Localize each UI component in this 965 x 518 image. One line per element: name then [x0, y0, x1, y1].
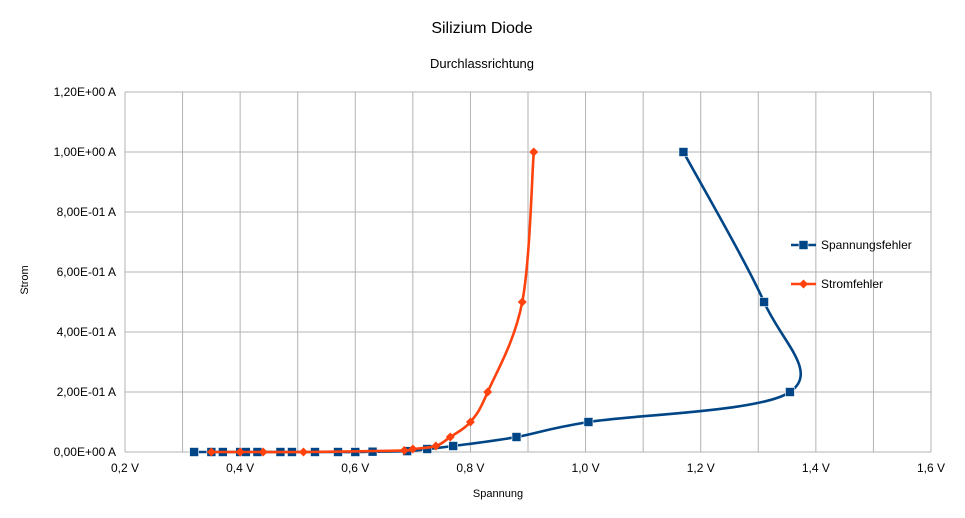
- x-tick-label: 0,8 V: [456, 461, 484, 475]
- legend-item-stromfehler: Stromfehler: [791, 277, 883, 291]
- y-tick-label: 2,00E-01 A: [57, 385, 116, 399]
- data-point-stromfehler: [206, 447, 216, 457]
- legend-label: Stromfehler: [821, 277, 883, 291]
- data-point-stromfehler: [235, 447, 245, 457]
- data-point-stromfehler: [483, 387, 493, 397]
- data-point-spannungsfehler: [189, 447, 199, 457]
- y-tick-label: 8,00E-01 A: [57, 205, 116, 219]
- data-point-spannungsfehler: [511, 432, 522, 442]
- series-stromfehler: [206, 147, 539, 457]
- data-point-stromfehler: [399, 446, 409, 455]
- data-point-stromfehler: [517, 297, 527, 307]
- series-spannungsfehler: [189, 147, 803, 457]
- x-tick-label: 0,2 V: [111, 461, 139, 475]
- x-tick-label: 1,6 V: [917, 461, 945, 475]
- data-point-spannungsfehler: [678, 147, 689, 157]
- x-tick-label: 1,0 V: [572, 461, 600, 475]
- series-line-stromfehler: [211, 151, 536, 454]
- x-axis-title: Spannung: [473, 488, 523, 500]
- y-tick-label: 1,20E+00 A: [54, 85, 116, 99]
- x-tick-label: 0,4 V: [226, 461, 254, 475]
- data-point-spannungsfehler: [785, 387, 795, 397]
- data-point-stromfehler: [298, 447, 308, 457]
- series-layer: [189, 147, 803, 457]
- data-point-stromfehler: [408, 444, 418, 454]
- data-point-stromfehler: [445, 432, 455, 442]
- legend-label: Spannungsfehler: [821, 238, 912, 252]
- data-point-spannungsfehler: [759, 297, 769, 307]
- data-point-stromfehler: [529, 147, 539, 157]
- grid: [124, 91, 932, 453]
- data-point-spannungsfehler: [583, 417, 594, 427]
- x-tick-label: 1,2 V: [687, 461, 715, 475]
- legend-swatch-marker: [798, 240, 809, 250]
- y-axis-title: Strom: [19, 265, 31, 294]
- x-tick-label: 0,6 V: [341, 461, 369, 475]
- x-tick-label: 1,4 V: [802, 461, 830, 475]
- y-tick-label: 6,00E-01 A: [57, 265, 116, 279]
- legend-item-spannungsfehler: Spannungsfehler: [791, 238, 912, 252]
- y-tick-label: 1,00E+00 A: [54, 145, 116, 159]
- legend-swatch-marker: [799, 279, 808, 289]
- tick-labels: 0,2 V 0,4 V 0,6 V 0,8 V 1,0 V 1,2 V 1,4 V 1,6 V…: [54, 85, 945, 475]
- data-point-stromfehler: [258, 447, 268, 457]
- data-point-stromfehler: [431, 441, 441, 451]
- chart-title: Silizium Diode: [431, 20, 532, 37]
- chart-subtitle: Durchlassrichtung: [430, 56, 534, 71]
- series-line-spannungsfehler: [194, 151, 803, 454]
- y-tick-label: 4,00E-01 A: [57, 325, 116, 339]
- data-point-spannungsfehler: [448, 441, 458, 451]
- data-point-stromfehler: [465, 417, 475, 427]
- legend: Spannungsfehler Stromfehler: [791, 238, 912, 291]
- y-tick-label: 0,00E+00 A: [54, 445, 116, 459]
